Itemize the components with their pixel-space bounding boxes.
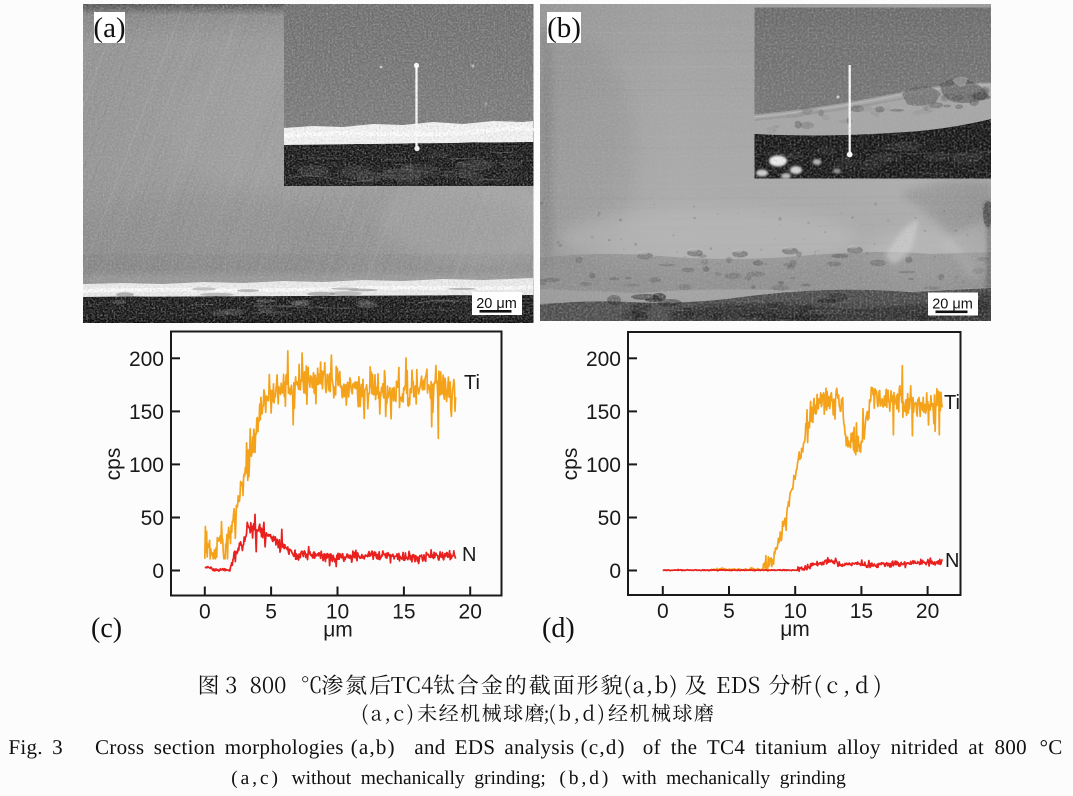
svg-text:100: 100 — [586, 454, 621, 477]
svg-text:cps: cps — [102, 448, 125, 481]
svg-text:cps: cps — [559, 448, 582, 481]
svg-text:μm: μm — [780, 618, 810, 641]
svg-text:μm: μm — [323, 619, 353, 642]
svg-text:20 μm: 20 μm — [476, 296, 517, 312]
svg-text:5: 5 — [723, 600, 735, 623]
svg-text:(d): (d) — [542, 613, 575, 644]
svg-text:Ti: Ti — [944, 392, 960, 414]
svg-text:(a): (a) — [93, 12, 125, 44]
svg-text:N: N — [462, 544, 476, 566]
svg-text:150: 150 — [129, 401, 164, 424]
svg-text:N: N — [945, 550, 959, 572]
svg-text:0: 0 — [199, 601, 211, 624]
svg-text:15: 15 — [850, 600, 873, 623]
svg-text:0: 0 — [152, 560, 164, 583]
svg-text:15: 15 — [392, 601, 415, 624]
svg-text:10: 10 — [784, 600, 807, 623]
svg-text:50: 50 — [141, 507, 164, 530]
svg-text:5: 5 — [265, 601, 277, 624]
svg-text:200: 200 — [586, 348, 621, 371]
svg-text:0: 0 — [657, 600, 669, 623]
svg-text:20: 20 — [916, 600, 939, 623]
svg-text:0: 0 — [609, 560, 621, 583]
svg-text:20 μm: 20 μm — [932, 297, 973, 313]
svg-text:Ti: Ti — [464, 372, 480, 394]
svg-text:(b): (b) — [547, 12, 581, 44]
svg-text:100: 100 — [129, 454, 164, 477]
svg-text:50: 50 — [598, 507, 621, 530]
svg-text:(c): (c) — [91, 613, 122, 644]
svg-text:150: 150 — [586, 401, 621, 424]
svg-text:200: 200 — [129, 348, 164, 371]
svg-text:10: 10 — [326, 601, 349, 624]
svg-text:20: 20 — [459, 601, 482, 624]
